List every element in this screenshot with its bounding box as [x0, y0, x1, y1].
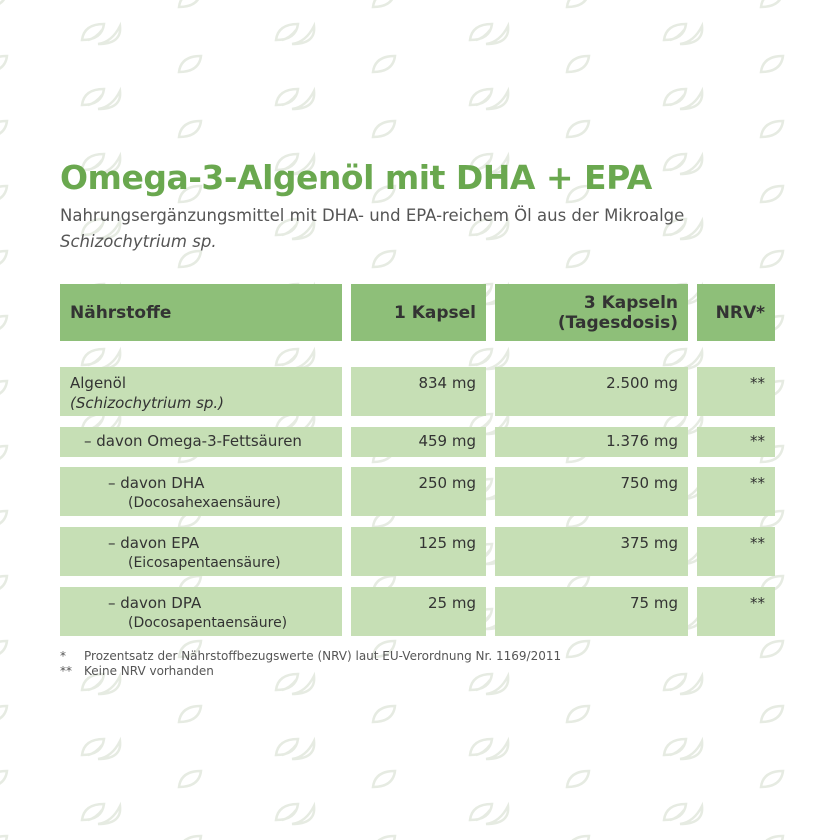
name-cell: – davon DHA (Docosahexaensäure) — [60, 467, 342, 516]
nutrient-detail: (Docosapentaensäure) — [128, 615, 288, 631]
value-cell: ** — [697, 587, 775, 636]
header-text: NRV* — [715, 302, 765, 323]
nutrient-name: – davon EPA — [108, 534, 200, 552]
name-cell: – davon DPA (Docosapentaensäure) — [60, 587, 342, 636]
value-cell: 25 mg — [351, 587, 486, 636]
nutrient-name: Algenöl — [70, 374, 127, 392]
header-cell: Nährstoffe — [60, 284, 342, 341]
value-cell: ** — [697, 427, 775, 457]
value-cell: ** — [697, 367, 775, 416]
value-cell: 1.376 mg — [495, 427, 688, 457]
header-cell: 3 Kapseln (Tagesdosis) — [495, 284, 688, 341]
value-cell: 750 mg — [495, 467, 688, 516]
nutrient-name: – davon DHA — [108, 474, 205, 492]
nutrient-detail: (Docosahexaensäure) — [128, 495, 281, 511]
value-cell: 2.500 mg — [495, 367, 688, 416]
footnote-text: Prozentsatz der Nährstoffbezugswerte (NR… — [84, 649, 562, 663]
header-text: 3 Kapseln — [583, 292, 678, 313]
name-cell: – davon EPA (Eicosapentaensäure) — [60, 527, 342, 576]
footnote-text: Keine NRV vorhanden — [84, 664, 214, 678]
subtitle-species: Schizochytrium sp. — [60, 232, 217, 251]
header-text: 1 Kapsel — [393, 302, 476, 323]
value-cell: 375 mg — [495, 527, 688, 576]
header-text: (Tagesdosis) — [557, 312, 678, 333]
nutrient-name: – davon Omega-3-Fettsäuren — [84, 432, 302, 450]
name-cell: – davon Omega-3-Fettsäuren — [60, 427, 342, 457]
value-cell: 459 mg — [351, 427, 486, 457]
value-cell: ** — [697, 467, 775, 516]
value-cell: 834 mg — [351, 367, 486, 416]
value-cell: 75 mg — [495, 587, 688, 636]
header-text: Nährstoffe — [70, 302, 172, 323]
value-cell: 250 mg — [351, 467, 486, 516]
value-cell: ** — [697, 527, 775, 576]
header-cell: NRV* — [697, 284, 775, 341]
title: Omega-3-Algenöl mit DHA + EPA — [60, 158, 652, 197]
name-cell: Algenöl (Schizochytrium sp.) — [60, 367, 342, 416]
nutrient-detail: (Eicosapentaensäure) — [128, 555, 281, 571]
nutrient-detail: (Schizochytrium sp.) — [70, 394, 225, 412]
nutrient-name: – davon DPA — [108, 594, 202, 612]
subtitle: Nahrungsergänzungsmittel mit DHA- und EP… — [60, 206, 685, 225]
footnote-marker: * — [60, 649, 66, 663]
value-cell: 125 mg — [351, 527, 486, 576]
footnote-marker: ** — [60, 664, 72, 678]
header-cell: 1 Kapsel — [351, 284, 486, 341]
